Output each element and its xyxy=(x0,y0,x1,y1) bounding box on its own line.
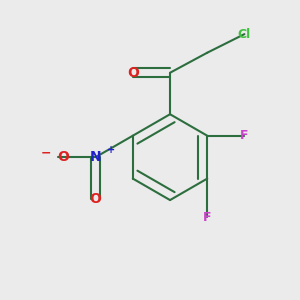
Text: Cl: Cl xyxy=(238,28,251,40)
Text: O: O xyxy=(90,192,102,206)
Text: +: + xyxy=(107,145,116,155)
Text: F: F xyxy=(240,129,249,142)
Text: F: F xyxy=(203,211,212,224)
Text: O: O xyxy=(127,66,139,80)
Text: N: N xyxy=(90,150,101,164)
Text: O: O xyxy=(57,150,69,164)
Text: −: − xyxy=(40,146,51,159)
